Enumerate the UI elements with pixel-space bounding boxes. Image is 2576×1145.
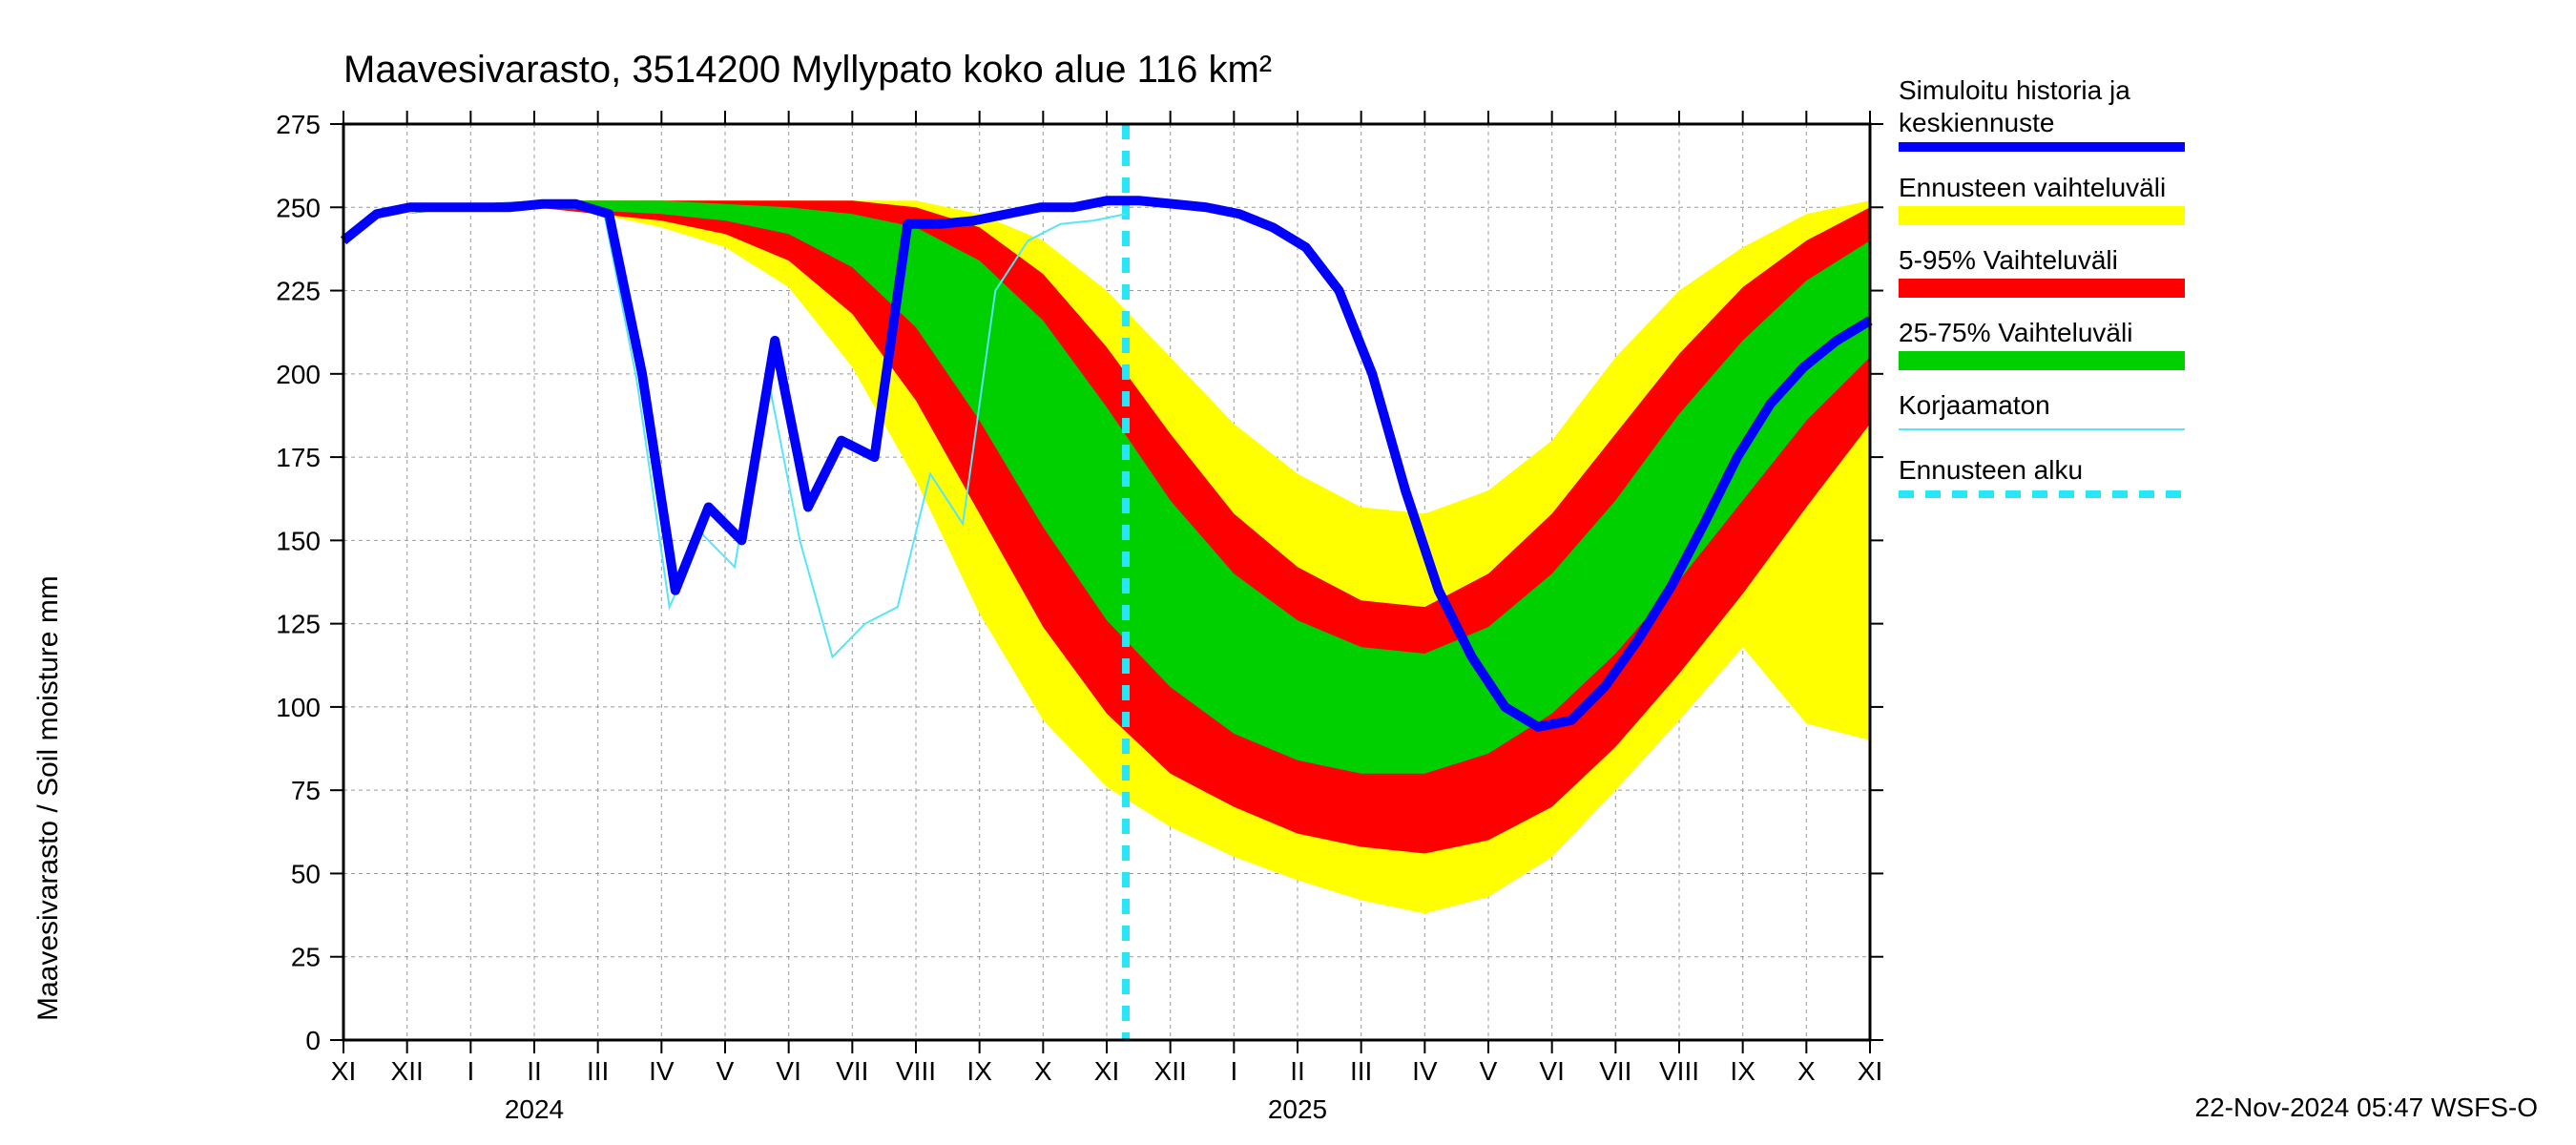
y-tick-label: 125 bbox=[276, 610, 321, 639]
x-tick-label: I bbox=[1230, 1056, 1237, 1086]
x-tick-label: VII bbox=[1599, 1056, 1631, 1086]
x-tick-label: IV bbox=[1412, 1056, 1438, 1086]
y-tick-label: 100 bbox=[276, 693, 321, 722]
legend-label: Ennusteen vaihteluväli bbox=[1899, 173, 2166, 202]
y-tick-label: 275 bbox=[276, 110, 321, 139]
x-tick-label: XI bbox=[1094, 1056, 1119, 1086]
x-tick-label: XI bbox=[331, 1056, 356, 1086]
x-tick-label: II bbox=[1290, 1056, 1305, 1086]
x-tick-label: VI bbox=[1539, 1056, 1564, 1086]
x-tick-label: X bbox=[1797, 1056, 1816, 1086]
legend-label: Korjaamaton bbox=[1899, 390, 2050, 420]
legend-label: 5-95% Vaihteluväli bbox=[1899, 245, 2118, 275]
x-tick-label: III bbox=[587, 1056, 609, 1086]
y-tick-label: 50 bbox=[291, 859, 321, 888]
y-tick-label: 75 bbox=[291, 776, 321, 805]
x-tick-label: VIII bbox=[896, 1056, 936, 1086]
legend-swatch bbox=[1899, 206, 2185, 225]
x-tick-label: VI bbox=[776, 1056, 800, 1086]
y-tick-label: 200 bbox=[276, 360, 321, 389]
y-tick-label: 25 bbox=[291, 943, 321, 972]
x-tick-label: I bbox=[467, 1056, 474, 1086]
x-tick-label: IX bbox=[1730, 1056, 1755, 1086]
legend-swatch bbox=[1899, 279, 2185, 298]
x-tick-label: VIII bbox=[1659, 1056, 1699, 1086]
legend-label: keskiennuste bbox=[1899, 108, 2054, 137]
chart-title: Maavesivarasto, 3514200 Myllypato koko a… bbox=[343, 49, 1272, 91]
y-tick-label: 250 bbox=[276, 193, 321, 222]
legend-label: Simuloitu historia ja bbox=[1899, 75, 2130, 105]
x-tick-label: XI bbox=[1858, 1056, 1882, 1086]
x-tick-label: XII bbox=[391, 1056, 424, 1086]
x-tick-label: XII bbox=[1154, 1056, 1187, 1086]
x-tick-label: IV bbox=[649, 1056, 675, 1086]
x-tick-label: III bbox=[1350, 1056, 1372, 1086]
x-tick-label: V bbox=[1480, 1056, 1498, 1086]
footer-text: 22-Nov-2024 05:47 WSFS-O bbox=[2195, 1093, 2539, 1122]
x-year-label: 2024 bbox=[505, 1094, 564, 1124]
x-tick-label: II bbox=[527, 1056, 542, 1086]
x-tick-label: X bbox=[1034, 1056, 1052, 1086]
legend-swatch bbox=[1899, 351, 2185, 370]
x-tick-label: VII bbox=[836, 1056, 868, 1086]
legend-label: Ennusteen alku bbox=[1899, 455, 2083, 485]
legend-label: 25-75% Vaihteluväli bbox=[1899, 318, 2132, 347]
y-tick-label: 150 bbox=[276, 526, 321, 555]
y-tick-label: 0 bbox=[305, 1026, 321, 1055]
y-axis-label: Maavesivarasto / Soil moisture mm bbox=[32, 575, 64, 1021]
y-tick-label: 225 bbox=[276, 277, 321, 306]
x-tick-label: V bbox=[717, 1056, 735, 1086]
x-year-label: 2025 bbox=[1268, 1094, 1327, 1124]
y-tick-label: 175 bbox=[276, 443, 321, 472]
x-tick-label: IX bbox=[966, 1056, 992, 1086]
